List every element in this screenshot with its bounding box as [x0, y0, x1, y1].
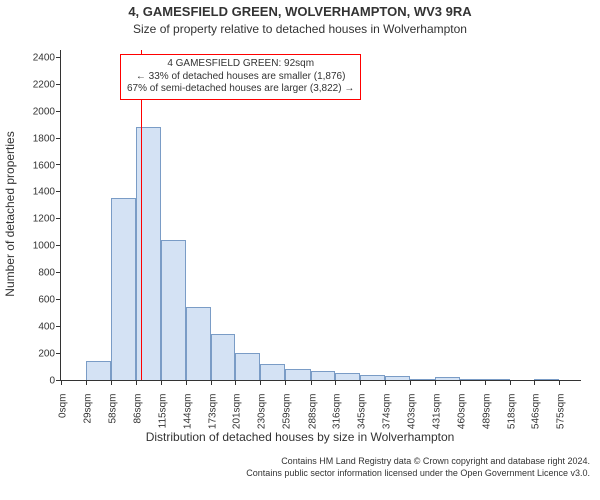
x-tick-label: 489sqm	[481, 394, 492, 434]
chart-container: 4, GAMESFIELD GREEN, WOLVERHAMPTON, WV3 …	[0, 0, 600, 500]
y-tick	[56, 164, 61, 165]
x-tick	[385, 380, 386, 385]
x-tick-label: 230sqm	[257, 394, 268, 434]
x-tick-label: 86sqm	[132, 394, 143, 434]
x-tick	[360, 380, 361, 385]
histogram-bar	[435, 377, 460, 380]
attribution-line-2: Contains public sector information licen…	[0, 468, 590, 480]
x-tick	[136, 380, 137, 385]
histogram-bar	[186, 307, 211, 380]
y-tick-label: 0	[1, 376, 55, 387]
x-tick-label: 0sqm	[58, 394, 69, 434]
marker-line	[141, 50, 142, 380]
y-tick	[56, 272, 61, 273]
x-tick	[559, 380, 560, 385]
x-axis-caption: Distribution of detached houses by size …	[0, 430, 600, 444]
histogram-bar	[335, 373, 360, 380]
attribution-line-1: Contains HM Land Registry data © Crown c…	[0, 456, 590, 468]
histogram-bar	[161, 240, 186, 380]
x-tick	[235, 380, 236, 385]
x-tick-label: 173sqm	[207, 394, 218, 434]
histogram-bar	[111, 198, 135, 380]
histogram-bar	[360, 375, 385, 380]
x-tick	[335, 380, 336, 385]
x-tick-label: 29sqm	[83, 394, 94, 434]
x-tick-label: 431sqm	[431, 394, 442, 434]
histogram-bar	[485, 379, 510, 380]
x-tick	[460, 380, 461, 385]
histogram-bar	[311, 371, 335, 380]
y-tick	[56, 57, 61, 58]
info-line-3: 67% of semi-detached houses are larger (…	[127, 83, 354, 96]
y-tick	[56, 326, 61, 327]
x-tick	[161, 380, 162, 385]
histogram-bar	[260, 364, 285, 380]
x-tick-label: 259sqm	[282, 394, 293, 434]
x-tick-label: 575sqm	[556, 394, 567, 434]
x-tick-label: 374sqm	[382, 394, 393, 434]
y-tick-label: 1600	[1, 160, 55, 171]
histogram-bar	[211, 334, 235, 380]
histogram-bar	[86, 361, 111, 380]
x-tick	[285, 380, 286, 385]
x-tick-label: 345sqm	[357, 394, 368, 434]
attribution-text: Contains HM Land Registry data © Crown c…	[0, 456, 590, 479]
x-tick-label: 201sqm	[232, 394, 243, 434]
y-tick-label: 200	[1, 349, 55, 360]
y-tick	[56, 353, 61, 354]
info-line-2: ← 33% of detached houses are smaller (1,…	[127, 71, 354, 84]
y-tick	[56, 191, 61, 192]
y-tick-label: 1800	[1, 133, 55, 144]
y-tick-label: 2000	[1, 106, 55, 117]
y-tick	[56, 84, 61, 85]
y-tick	[56, 245, 61, 246]
y-tick-label: 400	[1, 322, 55, 333]
x-tick	[260, 380, 261, 385]
info-annotation-box: 4 GAMESFIELD GREEN: 92sqm ← 33% of detac…	[120, 54, 361, 100]
y-tick	[56, 299, 61, 300]
histogram-bar	[460, 379, 485, 380]
x-tick-label: 403sqm	[407, 394, 418, 434]
histogram-bar	[385, 376, 410, 380]
x-tick-label: 144sqm	[182, 394, 193, 434]
histogram-bar	[534, 379, 559, 380]
chart-subtitle: Size of property relative to detached ho…	[0, 22, 600, 36]
x-tick	[61, 380, 62, 385]
x-tick-label: 288sqm	[307, 394, 318, 434]
x-tick	[111, 380, 112, 385]
x-tick	[86, 380, 87, 385]
histogram-bar	[410, 379, 434, 380]
x-tick	[186, 380, 187, 385]
y-tick	[56, 138, 61, 139]
x-tick	[311, 380, 312, 385]
x-tick-label: 115sqm	[157, 394, 168, 434]
chart-title: 4, GAMESFIELD GREEN, WOLVERHAMPTON, WV3 …	[0, 4, 600, 19]
y-tick	[56, 111, 61, 112]
info-line-1: 4 GAMESFIELD GREEN: 92sqm	[127, 58, 354, 71]
y-tick-label: 1200	[1, 214, 55, 225]
y-tick	[56, 218, 61, 219]
x-tick	[435, 380, 436, 385]
x-tick-label: 58sqm	[108, 394, 119, 434]
x-tick	[485, 380, 486, 385]
histogram-bar	[136, 127, 161, 380]
y-tick-label: 600	[1, 295, 55, 306]
y-tick-label: 1400	[1, 187, 55, 198]
x-tick	[510, 380, 511, 385]
x-tick	[534, 380, 535, 385]
x-tick-label: 316sqm	[331, 394, 342, 434]
histogram-bar	[285, 369, 310, 380]
x-tick	[211, 380, 212, 385]
x-tick-label: 460sqm	[456, 394, 467, 434]
x-tick-label: 518sqm	[506, 394, 517, 434]
y-tick-label: 800	[1, 268, 55, 279]
histogram-bar	[235, 353, 260, 380]
plot-area: 0200400600800100012001400160018002000220…	[60, 50, 581, 381]
x-tick-label: 546sqm	[531, 394, 542, 434]
y-tick-label: 2400	[1, 52, 55, 63]
x-tick	[410, 380, 411, 385]
y-tick-label: 2200	[1, 79, 55, 90]
y-tick-label: 1000	[1, 241, 55, 252]
